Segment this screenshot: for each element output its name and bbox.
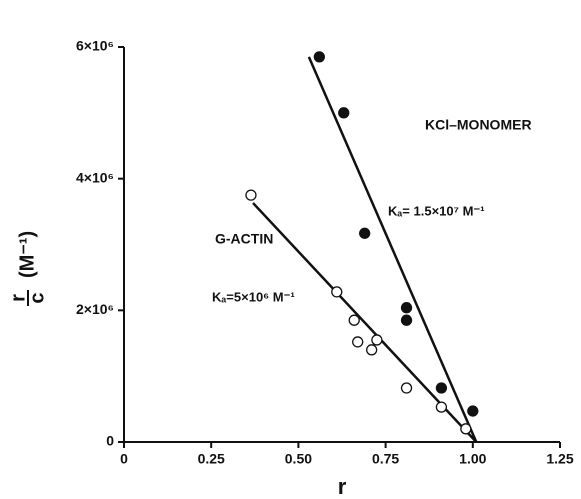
data-point — [435, 401, 448, 413]
data-point — [435, 382, 448, 394]
x-tick-label: 0.25 — [198, 451, 225, 467]
x-tick-label: 0.50 — [285, 451, 312, 467]
data-point — [400, 314, 413, 326]
data-point — [352, 336, 364, 348]
data-point — [467, 405, 479, 417]
x-tick-label: 0.75 — [372, 451, 399, 467]
data-point — [400, 382, 413, 394]
data-point — [338, 107, 350, 119]
x-axis-label: r — [338, 474, 347, 499]
x-tick-label: 0 — [120, 451, 128, 467]
data-point — [365, 344, 378, 356]
series-label: KCl–MONOMER — [425, 117, 532, 133]
data-point — [313, 51, 325, 63]
fit-line — [307, 56, 478, 443]
x-tick-label: 1.25 — [546, 451, 573, 467]
y-axis-label: r c (M⁻¹) — [7, 231, 48, 306]
y-label-unit: (M⁻¹) — [16, 231, 38, 278]
data-point — [245, 189, 257, 201]
y-tick-label: 4×10⁶ — [76, 169, 114, 185]
data-point — [400, 302, 413, 314]
data-point — [348, 314, 360, 326]
y-tick-label: 2×10⁶ — [76, 301, 114, 317]
series-label: G-ACTIN — [215, 231, 273, 247]
binding-constant: Kₐ=5×10⁶ M⁻¹ — [212, 289, 295, 304]
y-tick-label: 0 — [106, 433, 114, 449]
y-label-denominator: c — [26, 292, 48, 303]
data-point — [460, 423, 472, 435]
data-point — [331, 286, 343, 298]
data-point — [359, 227, 371, 239]
y-tick-label: 6×10⁶ — [76, 38, 114, 54]
x-tick-label: 1.00 — [459, 451, 486, 467]
binding-constant: Kₐ= 1.5×10⁷ M⁻¹ — [388, 203, 485, 218]
y-label-numerator: r — [7, 294, 29, 302]
data-point — [371, 334, 383, 346]
